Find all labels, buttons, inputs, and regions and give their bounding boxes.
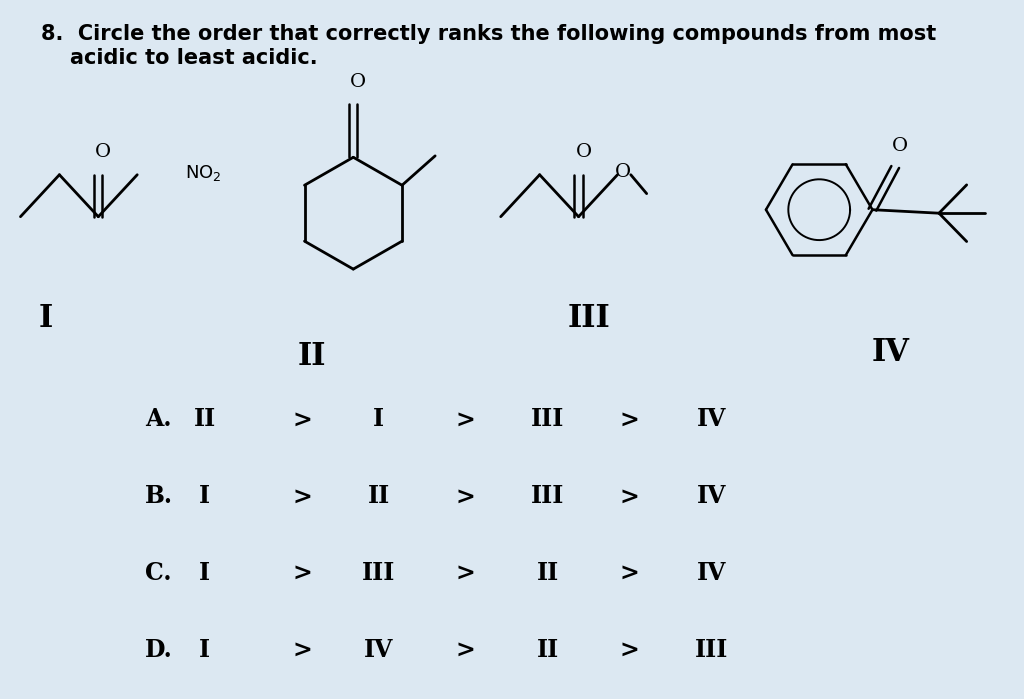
- Text: IV: IV: [697, 484, 726, 508]
- Text: II: II: [194, 408, 216, 431]
- Text: >: >: [456, 408, 476, 431]
- Text: A.: A.: [145, 408, 172, 431]
- Text: O: O: [892, 137, 908, 155]
- Text: >: >: [292, 484, 312, 508]
- Text: >: >: [456, 561, 476, 585]
- Text: I: I: [200, 638, 210, 662]
- Text: II: II: [298, 341, 327, 372]
- Text: >: >: [292, 408, 312, 431]
- Text: I: I: [39, 303, 53, 333]
- Text: III: III: [531, 484, 564, 508]
- Text: >: >: [456, 484, 476, 508]
- Text: IV: IV: [697, 408, 726, 431]
- Text: NO$_2$: NO$_2$: [185, 163, 222, 182]
- Text: III: III: [362, 561, 395, 585]
- Text: IV: IV: [365, 638, 393, 662]
- Text: II: II: [368, 484, 390, 508]
- Text: III: III: [695, 638, 728, 662]
- Text: >: >: [620, 408, 640, 431]
- Text: >: >: [292, 638, 312, 662]
- Text: I: I: [374, 408, 384, 431]
- Text: B.: B.: [144, 484, 173, 508]
- Text: O: O: [614, 163, 631, 181]
- Text: II: II: [537, 638, 559, 662]
- Text: III: III: [531, 408, 564, 431]
- Text: >: >: [292, 561, 312, 585]
- Text: O: O: [350, 73, 367, 91]
- Text: >: >: [456, 638, 476, 662]
- Text: IV: IV: [871, 338, 910, 368]
- Text: 8.  Circle the order that correctly ranks the following compounds from most
    : 8. Circle the order that correctly ranks…: [41, 24, 936, 68]
- Text: O: O: [575, 143, 592, 161]
- Text: IV: IV: [697, 561, 726, 585]
- Text: D.: D.: [144, 638, 173, 662]
- Text: III: III: [567, 303, 610, 333]
- Text: I: I: [200, 561, 210, 585]
- Text: C.: C.: [145, 561, 172, 585]
- Text: >: >: [620, 638, 640, 662]
- Text: O: O: [95, 143, 112, 161]
- Text: I: I: [200, 484, 210, 508]
- Text: >: >: [620, 561, 640, 585]
- Text: >: >: [620, 484, 640, 508]
- Text: II: II: [537, 561, 559, 585]
